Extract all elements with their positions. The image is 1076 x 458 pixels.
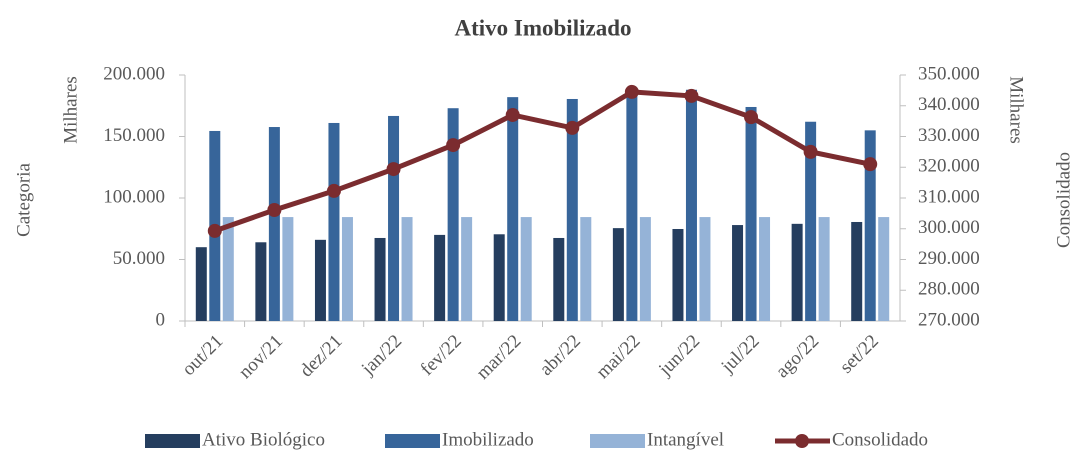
bar [314, 239, 326, 321]
y2-tick-label: 320.000 [918, 156, 980, 177]
y2-tick-label: 280.000 [918, 279, 980, 300]
bar [434, 234, 446, 321]
bar [520, 217, 532, 321]
y2-tick-label: 300.000 [918, 217, 980, 238]
bar [745, 106, 757, 321]
line-marker [565, 120, 580, 135]
x-tick-label: out/21 [178, 331, 227, 380]
line-marker [505, 107, 520, 122]
bar [195, 247, 207, 321]
bar [507, 97, 519, 321]
legend-swatch [145, 434, 200, 448]
bar [447, 108, 459, 322]
chart-title: Ativo Imobilizado [455, 15, 632, 40]
line-marker [684, 88, 699, 103]
line-marker [326, 183, 341, 198]
bar [493, 234, 505, 321]
bar [388, 115, 400, 321]
y-tick-label: 150.000 [103, 125, 165, 146]
x-axis-title: Categoria [13, 163, 34, 237]
x-tick-label: fev/22 [417, 331, 466, 380]
y-tick-label: 0 [156, 309, 166, 330]
bar [864, 130, 876, 321]
bar [374, 237, 386, 321]
y2-axis-title: Consolidado [1053, 152, 1074, 248]
x-tick-label: set/22 [836, 331, 883, 378]
x-tick-label: nov/21 [235, 331, 287, 383]
bar [878, 217, 890, 321]
line-marker [744, 110, 759, 125]
y2-axis-unit: Milhares [1006, 76, 1027, 144]
bar [268, 127, 280, 322]
y2-tick-label: 340.000 [918, 94, 980, 115]
x-tick-label: mar/22 [472, 331, 525, 384]
y2-tick-label: 310.000 [918, 186, 980, 207]
legend-label: Intangível [647, 429, 724, 450]
x-tick-label: jul/22 [717, 331, 764, 378]
legend-label: Imobilizado [442, 429, 534, 450]
bar [851, 221, 863, 321]
x-tick-label: dez/21 [296, 331, 347, 382]
line-marker [803, 144, 818, 159]
bar [805, 121, 817, 322]
legend-label: Consolidado [832, 429, 928, 450]
line-marker [267, 202, 282, 217]
legend-swatch [385, 434, 440, 448]
y-axis-unit: Milhares [60, 76, 81, 144]
bar [732, 225, 744, 321]
y-tick-label: 100.000 [103, 186, 165, 207]
x-tick-label: abr/22 [536, 331, 585, 380]
bar [255, 242, 267, 321]
bar [282, 217, 294, 321]
bar [222, 217, 234, 321]
bar [672, 228, 684, 321]
x-tick-label: jan/22 [357, 331, 406, 380]
legend-marker [795, 434, 809, 448]
bar [401, 217, 413, 321]
bar [566, 98, 578, 321]
bar [341, 217, 353, 321]
y2-tick-label: 290.000 [918, 248, 980, 269]
y-tick-label: 200.000 [103, 63, 165, 84]
legend-label: Ativo Biológico [202, 429, 325, 450]
bar [818, 217, 830, 321]
bar [699, 217, 711, 321]
x-tick-label: ago/22 [772, 331, 823, 382]
bar [612, 228, 624, 321]
bar [685, 89, 697, 321]
bar [553, 237, 565, 321]
x-tick-label: mai/22 [592, 331, 644, 383]
y2-tick-label: 270.000 [918, 309, 980, 330]
y-tick-label: 50.000 [113, 248, 165, 269]
bar [328, 122, 340, 321]
y2-tick-label: 350.000 [918, 63, 980, 84]
y2-tick-label: 330.000 [918, 125, 980, 146]
bar [626, 88, 638, 322]
line-marker [386, 162, 401, 177]
bar [639, 217, 651, 321]
bar [759, 217, 771, 321]
bar [461, 217, 473, 321]
x-tick-label: jun/22 [654, 331, 704, 381]
line-marker [863, 157, 878, 172]
legend-swatch [590, 434, 645, 448]
bar [580, 217, 592, 321]
line [213, 89, 871, 234]
bar [791, 223, 803, 321]
line-marker [207, 223, 222, 238]
line-marker [446, 138, 461, 153]
line-marker [624, 84, 639, 99]
